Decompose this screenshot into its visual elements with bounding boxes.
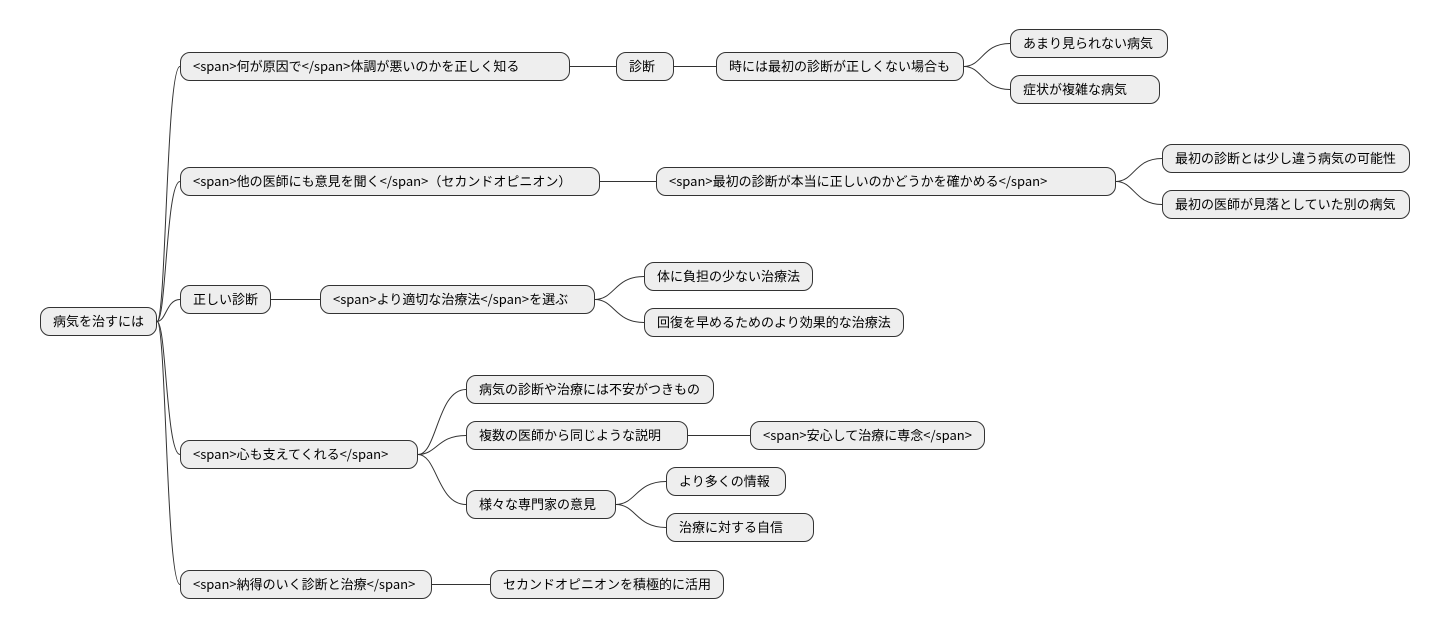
edge-root-b1 (157, 66, 180, 321)
node-b4a: 病気の診断や治療には不安がつきもの (466, 375, 714, 404)
node-b5a: セカンドオピニオンを積極的に活用 (490, 570, 724, 599)
edge-b4-b4b (418, 435, 466, 454)
node-b4b1: <span>安心して治療に専念</span> (750, 421, 985, 450)
edge-b4c-b4c2 (616, 504, 666, 527)
edge-b4c-b4c1 (616, 481, 666, 504)
edge-b4-b4a (418, 389, 466, 454)
edge-b4-b4c (418, 454, 466, 504)
node-b2a1: 最初の診断とは少し違う病気の可能性 (1162, 144, 1410, 173)
edge-b2a-b2a1 (1116, 158, 1162, 181)
node-b5: <span>納得のいく診断と治療</span> (180, 570, 432, 599)
node-b1: <span>何が原因で</span>体調が悪いのかを正しく知る (180, 52, 570, 81)
edge-root-b4 (157, 321, 180, 454)
node-b4c1: より多くの情報 (666, 467, 786, 496)
edge-b2a-b2a2 (1116, 181, 1162, 204)
edge-b1b-b1b1 (964, 43, 1010, 66)
node-b2a: <span>最初の診断が本当に正しいのかどうかを確かめる</span> (656, 167, 1116, 196)
edge-b3a-b3a1 (595, 276, 644, 299)
node-b3a1: 体に負担の少ない治療法 (644, 262, 813, 291)
node-b1b: 時には最初の診断が正しくない場合も (716, 52, 964, 81)
node-b4b: 複数の医師から同じような説明 (466, 421, 688, 450)
edge-root-b5 (157, 321, 180, 584)
node-b3a2: 回復を早めるためのより効果的な治療法 (644, 308, 904, 337)
node-b2a2: 最初の医師が見落としていた別の病気 (1162, 190, 1410, 219)
edge-root-b2 (157, 181, 180, 321)
edge-b3a-b3a2 (595, 299, 644, 322)
node-root: 病気を治すには (40, 307, 157, 336)
node-b1a: 診断 (616, 52, 674, 81)
node-b1b1: あまり見られない病気 (1010, 29, 1168, 58)
node-b3a: <span>より適切な治療法</span>を選ぶ (320, 285, 595, 314)
edge-b1b-b1b2 (964, 66, 1010, 89)
node-b4: <span>心も支えてくれる</span> (180, 440, 418, 469)
node-b1b2: 症状が複雑な病気 (1010, 75, 1160, 104)
node-b4c2: 治療に対する自信 (666, 513, 814, 542)
edge-root-b3 (157, 299, 180, 321)
node-b4c: 様々な専門家の意見 (466, 490, 616, 519)
node-b3: 正しい診断 (180, 285, 271, 314)
node-b2: <span>他の医師にも意見を聞く</span>（セカンドオピニオン） (180, 167, 600, 196)
